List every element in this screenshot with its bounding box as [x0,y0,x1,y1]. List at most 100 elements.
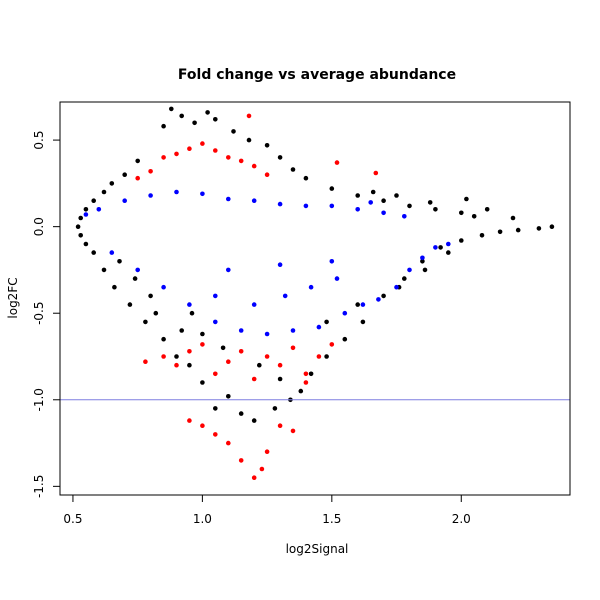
red-point [264,449,270,455]
blue-point [329,259,335,264]
blue-point [83,212,89,217]
blue-point [148,193,153,198]
black-point [127,302,133,307]
black-point [213,117,218,122]
black-point [91,198,96,203]
red-point [251,376,257,382]
blue-point [135,267,140,273]
black-point [153,310,159,316]
blue-point [161,284,166,290]
black-point [427,200,433,205]
black-point [264,143,270,148]
black-point [422,267,428,273]
black-point [324,319,329,325]
black-point [324,354,329,359]
red-point [238,458,244,463]
black-point [497,229,503,235]
red-point [259,466,265,472]
blue-point [402,214,407,219]
red-point [200,141,205,146]
chart-title: Fold change vs average abundance [178,67,456,83]
black-point [161,336,166,342]
black-point [91,250,96,255]
black-point [329,186,335,191]
black-point [479,233,485,238]
red-point [303,371,309,377]
black-point [132,276,138,281]
black-point [484,207,490,212]
x-tick-label: 1.0 [193,512,212,526]
black-point [117,259,122,264]
black-point [83,241,89,247]
black-point [308,371,314,377]
black-point [446,250,451,255]
black-point [370,189,376,195]
blue-point [342,310,348,316]
x-axis: 0.5 1.0 1.5 2.0 [63,495,471,526]
black-point [187,362,192,368]
black-point [342,336,348,342]
black-point [381,198,386,203]
y-axis: -1.5 -1.0 -0.5 0.0 0.5 [32,131,60,498]
black-point [161,123,166,129]
red-point [161,354,166,359]
red-point [238,158,244,164]
black-point [471,214,477,219]
blue-point [213,293,218,299]
black-point [205,110,210,115]
black-point [277,376,283,382]
data-points [75,106,555,481]
black-point [459,238,464,243]
black-point [394,193,399,198]
red-point [187,349,192,354]
blue-point [376,297,381,302]
red-point [264,354,270,359]
blue-point [251,198,257,203]
black-point [246,137,252,143]
x-tick-label: 1.5 [322,512,341,526]
red-point [290,428,296,434]
black-point [109,181,115,186]
black-point [303,175,309,181]
red-point [200,423,205,429]
red-point [174,362,179,368]
black-point [277,155,283,160]
blue-point [277,201,283,207]
red-point [200,342,205,347]
blue-point [226,267,231,273]
black-point [433,207,438,212]
black-point [78,233,83,238]
black-point [135,158,140,164]
black-point [231,129,236,134]
y-tick-label: -0.5 [32,302,46,325]
black-point [549,224,555,229]
red-point [251,163,257,169]
red-point [213,371,218,377]
black-point [78,215,83,221]
red-point [251,475,257,481]
x-axis-label: log2Signal [286,542,349,556]
black-point [169,106,174,112]
blue-point [290,328,296,333]
red-point [329,342,335,347]
blue-point [213,319,218,325]
black-point [402,276,407,281]
red-point [148,169,153,174]
blue-point [174,189,179,195]
blue-point [226,196,231,202]
black-point [251,418,257,423]
y-tick-label: 0.5 [32,131,46,150]
blue-point [264,331,270,337]
red-point [238,349,244,354]
black-point [101,267,107,273]
red-point [226,440,231,446]
blue-point [368,200,374,205]
blue-point [316,324,322,330]
red-point [303,380,309,385]
black-point [226,394,231,399]
blue-point [446,241,451,247]
red-point [143,359,148,365]
black-point [272,406,278,411]
black-point [179,113,184,119]
